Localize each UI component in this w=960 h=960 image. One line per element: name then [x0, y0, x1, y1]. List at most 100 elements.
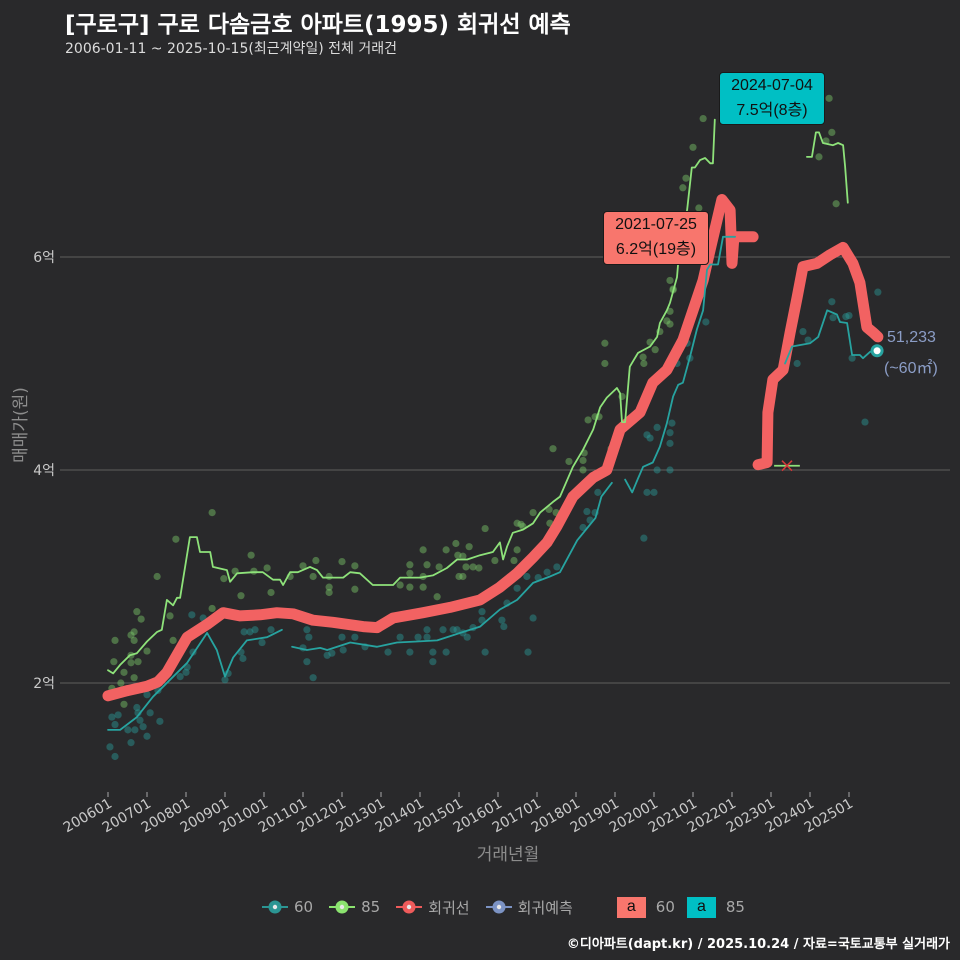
scatter-point	[339, 646, 347, 654]
scatter-point	[666, 429, 674, 437]
scatter-point	[237, 592, 245, 600]
scatter-point	[299, 562, 307, 570]
scatter-point	[481, 524, 489, 533]
scatter-point	[127, 739, 135, 747]
scatter-point	[106, 743, 114, 751]
scatter-point	[133, 703, 141, 712]
legend-fill-group: a 60 a 85	[616, 896, 757, 918]
scatter-point	[848, 354, 856, 362]
scatter-point	[475, 564, 483, 572]
scatter-point	[517, 520, 525, 528]
scatter-point	[679, 184, 687, 192]
scatter-point	[136, 716, 144, 724]
scatter-point	[666, 320, 674, 328]
scatter-point	[650, 488, 658, 496]
scatter-point	[239, 654, 247, 663]
legend-fill-swatch-60: a	[616, 896, 646, 918]
scatter-point	[639, 353, 647, 361]
scatter-point	[829, 314, 837, 322]
scatter-point	[143, 647, 151, 655]
scatter-point	[861, 418, 869, 426]
legend-marker-regression-icon	[396, 900, 423, 914]
scatter-point	[309, 674, 317, 682]
scatter-point	[139, 723, 147, 731]
scatter-point	[584, 416, 592, 424]
scatter-point	[423, 626, 431, 634]
scatter-point	[825, 94, 833, 102]
scatter-point	[579, 466, 587, 474]
scatter-point	[130, 636, 138, 645]
scatter-point	[127, 631, 135, 639]
scatter-point	[643, 488, 651, 496]
legend-fill-label: 85	[725, 898, 745, 916]
scatter-point	[182, 668, 190, 676]
scatter-point	[453, 626, 461, 634]
scatter-point	[500, 622, 508, 631]
scatter-point	[143, 691, 151, 699]
annotation-date: 2024-07-04	[731, 77, 813, 94]
scatter-point	[666, 466, 674, 474]
scatter-point	[510, 556, 518, 565]
scatter-point	[640, 534, 648, 542]
scatter-point	[267, 588, 275, 597]
scatter-point	[267, 626, 275, 634]
scatter-point	[459, 572, 467, 581]
scatter-point	[423, 633, 431, 641]
legend-label: 60	[294, 898, 314, 916]
source-credit: ©디아파트(dapt.kr) / 2025.10.24 / 자료=국토교통부 실…	[566, 937, 950, 952]
scatter-point	[127, 659, 135, 667]
scatter-point	[111, 636, 119, 645]
scatter-point	[120, 668, 128, 676]
legend-item-60: 60	[262, 898, 313, 916]
scatter-point	[406, 561, 414, 569]
scatter-point	[666, 276, 674, 285]
scatter-point	[130, 628, 138, 636]
scatter-point	[419, 546, 427, 554]
legend-marker-85-icon	[329, 900, 356, 914]
y-tick-label: 4억	[33, 463, 55, 479]
scatter-point	[793, 359, 801, 368]
scatter-point	[240, 628, 248, 636]
scatter-point	[153, 572, 161, 581]
scatter-point	[131, 726, 139, 734]
scatter-point	[498, 616, 506, 624]
scatter-point	[702, 318, 710, 326]
scatter-point	[462, 563, 470, 571]
annotation-value: 7.5억(8층)	[736, 102, 808, 119]
legend-item-forecast: 회귀예측	[485, 897, 573, 918]
annotation-date: 2021-07-25	[615, 216, 697, 233]
line-segment	[806, 131, 849, 204]
scatter-point	[130, 674, 138, 682]
scatter-point	[449, 626, 457, 634]
scatter-point	[117, 679, 125, 687]
scatter-point	[133, 608, 141, 616]
scatter-point	[653, 466, 661, 474]
scatter-point	[579, 456, 587, 465]
scatter-point	[695, 204, 703, 212]
y-gridlines: 2억 4억 6억	[33, 250, 950, 692]
scatter-point	[565, 457, 573, 466]
scatter-point	[188, 611, 196, 619]
end-point-area-label: (~60㎡)	[884, 360, 938, 377]
scatter-point	[137, 615, 145, 623]
scatter-point	[406, 569, 414, 577]
annotation-max-85: 2024-07-04 7.5억(8층)	[719, 72, 825, 125]
legend-label: 회귀예측	[517, 898, 573, 917]
scatter-point	[454, 551, 462, 559]
scatter-point	[263, 564, 271, 572]
scatter-point	[323, 651, 331, 659]
scatter-point	[351, 585, 359, 593]
scatter-point	[114, 711, 122, 719]
scatter-point	[682, 174, 690, 182]
scatter-point	[439, 626, 447, 634]
scatter-point	[351, 562, 359, 570]
scatter-point	[406, 648, 414, 656]
line-segment	[752, 241, 884, 471]
scatter-point	[804, 336, 812, 344]
scatter-point	[601, 359, 609, 368]
legend-fill-label: 60	[655, 898, 675, 916]
scatter-point	[513, 584, 521, 592]
scatter-point	[258, 638, 266, 647]
scatter-point	[111, 752, 119, 761]
scatter-point	[406, 583, 414, 591]
